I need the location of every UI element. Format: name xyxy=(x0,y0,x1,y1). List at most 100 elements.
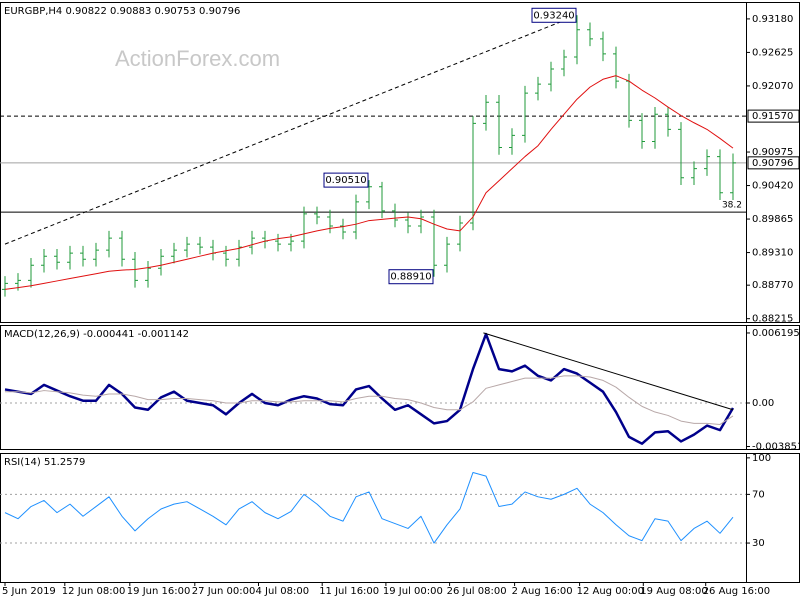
x-tick-label: 27 Jun 00:00 xyxy=(192,586,256,597)
ohlc-bar xyxy=(730,153,736,201)
ohlc-bar xyxy=(327,209,333,234)
ohlc-bar xyxy=(223,245,229,267)
ohlc-bar xyxy=(600,31,606,62)
ohlc-bar xyxy=(67,245,73,270)
x-tick-label: 5 Jun 2019 xyxy=(2,586,56,597)
ohlc-bar xyxy=(665,107,671,137)
ohlc-bar xyxy=(483,94,489,131)
callout-label: 0.93240 xyxy=(533,10,574,21)
ohlc-bar xyxy=(158,248,164,276)
x-tick-label: 19 Jun 16:00 xyxy=(127,586,191,597)
y-tick-label: 0.92625 xyxy=(752,47,793,58)
ohlc-bar xyxy=(418,209,424,234)
x-tick-label: 4 Jul 08:00 xyxy=(256,586,310,597)
x-tick-label: 12 Aug 00:00 xyxy=(577,586,644,597)
ohlc-bar xyxy=(249,230,255,255)
level-label-box xyxy=(747,156,800,170)
y-tick-label: -0.003851 xyxy=(752,442,800,453)
ohlc-bar xyxy=(522,85,528,143)
panel-title: MACD(12,26,9) -0.000441 -0.001142 xyxy=(4,329,189,340)
ohlc-bar xyxy=(717,149,723,201)
ohlc-bar xyxy=(171,242,177,264)
ohlc-bar xyxy=(106,230,112,258)
ohlc-bar xyxy=(678,122,684,185)
ohlc-bar xyxy=(587,22,593,47)
y-tick-label: 70 xyxy=(752,489,765,500)
ohlc-bar xyxy=(431,209,437,277)
ohlc-bar xyxy=(366,180,372,210)
y-tick-label: 0.90420 xyxy=(752,181,793,192)
x-tick-label: 26 Jul 08:00 xyxy=(447,586,507,597)
callout-label: 0.90510 xyxy=(325,175,366,186)
callout-label: 0.88910 xyxy=(390,272,431,283)
ohlc-bar xyxy=(704,149,710,176)
series-line xyxy=(4,471,734,544)
ohlc-bar xyxy=(561,49,567,77)
series-line xyxy=(4,75,734,290)
ohlc-bar xyxy=(470,116,476,231)
callout-box xyxy=(323,172,369,188)
ohlc-bar xyxy=(392,203,398,228)
ohlc-bar xyxy=(652,107,658,149)
panel-title: RSI(14) 51.2579 xyxy=(4,457,85,468)
ohlc-bar xyxy=(41,248,47,273)
x-tick-label: 11 Jul 16:00 xyxy=(319,586,379,597)
ohlc-bar xyxy=(340,218,346,240)
ohlc-bar xyxy=(574,15,580,65)
y-tick-label: 0.006195 xyxy=(752,328,800,339)
ohlc-bar xyxy=(639,113,645,149)
ohlc-bar xyxy=(54,248,60,270)
trendline xyxy=(4,14,578,245)
ohlc-bar xyxy=(457,215,463,252)
watermark: ActionForex.com xyxy=(115,46,280,71)
series-line xyxy=(5,375,734,425)
ohlc-bar xyxy=(613,46,619,89)
x-tick-label: 12 Jun 08:00 xyxy=(62,586,126,597)
y-tick-label: 0.92070 xyxy=(752,81,793,92)
y-tick-label: 0.90975 xyxy=(752,147,793,158)
panel-title: EURGBP,H4 0.90822 0.90883 0.90753 0.9079… xyxy=(4,6,240,17)
ohlc-bar xyxy=(210,239,216,261)
ohlc-bar xyxy=(301,206,307,249)
level-label: 38.2 xyxy=(722,201,742,211)
ohlc-bar xyxy=(119,230,125,267)
callout-box xyxy=(388,269,434,285)
y-tick-label: 0.88770 xyxy=(752,280,793,291)
x-tick-label: 19 Jul 00:00 xyxy=(383,586,443,597)
level-label: 0.91570 xyxy=(752,111,793,122)
y-tick-label: 30 xyxy=(752,538,765,549)
ohlc-bar xyxy=(626,73,632,128)
ohlc-bar xyxy=(197,236,203,255)
ohlc-bar xyxy=(444,236,450,273)
y-tick-label: 0.89865 xyxy=(752,214,793,225)
x-tick-label: 19 Aug 08:00 xyxy=(640,586,707,597)
ohlc-bar xyxy=(509,128,515,155)
y-tick-label: 0.00 xyxy=(752,398,774,409)
ohlc-bar xyxy=(535,76,541,101)
level-label-box xyxy=(747,109,800,123)
ohlc-bar xyxy=(80,245,86,267)
level-label: 0.90796 xyxy=(752,158,793,169)
ohlc-bar xyxy=(262,230,268,249)
ohlc-bar xyxy=(496,94,502,155)
ohlc-bar xyxy=(691,161,697,185)
ohlc-bar xyxy=(145,261,151,288)
callout-box xyxy=(531,7,577,23)
panel-frame xyxy=(0,325,800,450)
ohlc-bar xyxy=(275,233,281,252)
ohlc-bar xyxy=(548,61,554,92)
y-tick-label: 0.93180 xyxy=(752,14,793,25)
y-tick-label: 100 xyxy=(752,453,771,464)
ohlc-bar xyxy=(353,194,359,240)
ohlc-bar xyxy=(405,212,411,234)
trendline xyxy=(483,332,734,411)
panel-frame xyxy=(0,453,800,583)
ohlc-bar xyxy=(93,242,99,267)
ohlc-bar xyxy=(236,239,242,267)
ohlc-bar xyxy=(2,276,8,297)
x-tick-label: 2 Aug 16:00 xyxy=(512,586,573,597)
y-tick-label: 0.89310 xyxy=(752,248,793,259)
ohlc-bar xyxy=(184,236,190,258)
x-tick-label: 26 Aug 16:00 xyxy=(703,586,770,597)
